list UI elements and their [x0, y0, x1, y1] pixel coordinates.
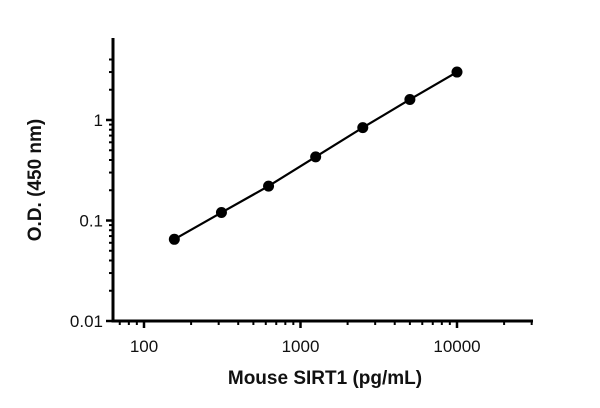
y-axis: 0.01 0.1 1 — [70, 38, 115, 331]
data-point — [357, 122, 369, 134]
y-tick-label: 0.1 — [79, 212, 103, 231]
data-point — [215, 207, 227, 219]
data-point — [451, 66, 463, 78]
plot-area — [168, 66, 463, 245]
x-tick-label: 100 — [130, 337, 158, 356]
x-tick-label: 10000 — [433, 337, 480, 356]
x-axis: 100 1000 10000 — [111, 319, 533, 356]
data-point — [310, 151, 322, 163]
y-tick-label: 0.01 — [70, 312, 103, 331]
data-point — [263, 180, 275, 192]
data-point — [404, 93, 416, 105]
data-point — [168, 233, 180, 245]
y-axis-title: O.D. (450 nm) — [25, 119, 46, 241]
x-axis-title: Mouse SIRT1 (pg/mL) — [228, 368, 422, 389]
y-tick-label: 1 — [94, 111, 103, 130]
x-tick-label: 1000 — [282, 337, 320, 356]
